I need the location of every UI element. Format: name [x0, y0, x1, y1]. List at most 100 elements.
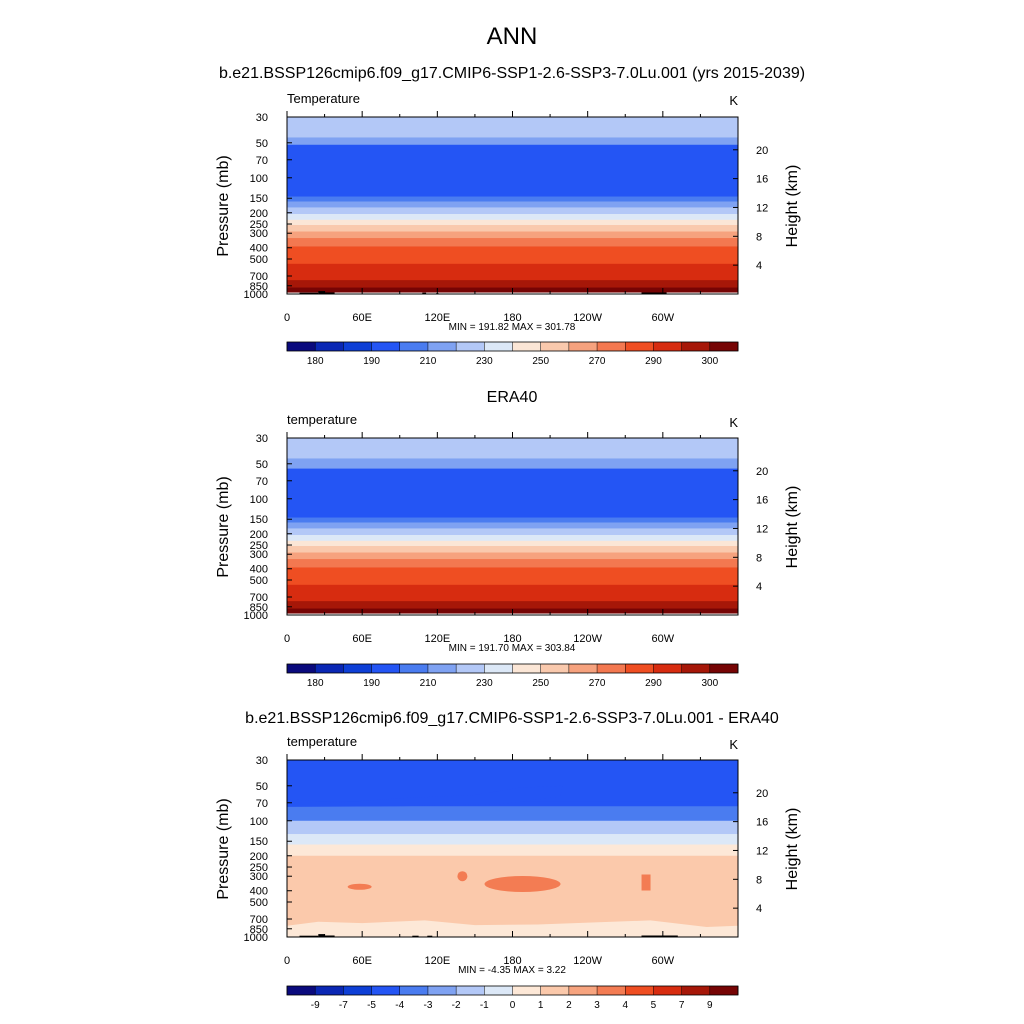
colorbar-swatch	[625, 664, 654, 673]
x-tick-label: 120W	[573, 633, 602, 645]
contour-band	[287, 806, 738, 822]
x-tick-label: 120E	[424, 312, 450, 324]
panel-left-label: temperature	[287, 734, 357, 749]
x-tick-label: 60E	[352, 955, 372, 967]
height-tick-label: 8	[756, 231, 762, 243]
plot-area	[287, 438, 738, 614]
colorbar-swatch	[681, 342, 711, 351]
height-tick-label: 16	[756, 495, 768, 507]
panel-model: 0 60E 120E 180 120W 60W3050701001502002503004…	[215, 91, 801, 367]
height-tick-label: 8	[756, 874, 762, 886]
stats-label: MIN = 191.70 MAX = 303.84	[449, 643, 576, 654]
contour-band	[287, 601, 738, 610]
height-tick-label: 16	[756, 817, 768, 829]
colorbar-swatch	[540, 986, 570, 995]
height-tick-label: 4	[756, 581, 762, 593]
colorbar-swatch	[287, 986, 316, 995]
colorbar-frame	[286, 663, 739, 674]
y-axis-right-label: Height (km)	[784, 486, 801, 569]
contour-band	[287, 593, 738, 602]
contour-band	[287, 191, 738, 198]
contour-band	[287, 137, 738, 146]
contour-band	[287, 207, 738, 215]
y-tick-label: 70	[256, 155, 268, 167]
x-tick-label: 0	[284, 312, 290, 324]
y-tick-label: 850	[250, 281, 268, 293]
y-tick-label: 30	[256, 112, 268, 124]
colorbar-label: -2	[452, 1000, 461, 1011]
colorbar-label: -1	[480, 1000, 489, 1011]
colorbar-swatch	[315, 342, 344, 351]
colorbar-swatch	[484, 986, 513, 995]
height-tick-label: 12	[756, 202, 768, 214]
contour-band	[287, 254, 738, 265]
contour-feature	[287, 785, 563, 807]
height-tick-label: 12	[756, 845, 768, 857]
colorbar-swatch	[709, 986, 739, 995]
y-tick-label: 50	[256, 138, 268, 150]
y-tick-label: 150	[250, 193, 268, 205]
colorbar-label: 9	[707, 1000, 713, 1011]
colorbar-swatch	[512, 664, 542, 673]
y-tick-label: 700	[250, 592, 268, 604]
colorbar-swatch	[371, 342, 401, 351]
topography-mask	[324, 935, 335, 937]
contour-band	[287, 246, 738, 256]
colorbar-swatch	[456, 342, 485, 351]
colorbar-label: 250	[532, 678, 549, 689]
colorbar-swatch	[625, 986, 654, 995]
y-tick-label: 300	[250, 871, 268, 883]
contour-feature	[347, 883, 372, 890]
panel-units-label: K	[729, 415, 738, 430]
contour-band	[287, 280, 738, 289]
colorbar-label: 250	[532, 356, 549, 367]
contour-band	[287, 546, 738, 554]
colorbar-swatch	[484, 342, 513, 351]
panel-difference: b.e21.BSSP126cmip6.f09_g17.CMIP6-SSP1-2.…	[215, 710, 801, 1011]
y-tick-label: 250	[250, 862, 268, 874]
height-tick-label: 4	[756, 260, 762, 272]
contour-band	[287, 458, 738, 470]
contour-feature	[287, 920, 738, 937]
x-tick-label: 120W	[573, 312, 602, 324]
height-tick-label: 20	[756, 466, 768, 478]
colorbar-swatch	[427, 342, 457, 351]
x-tick-label: 60E	[352, 312, 372, 324]
x-tick-label: 180	[503, 955, 521, 967]
y-tick-label: 70	[256, 798, 268, 810]
topography-mask	[299, 292, 319, 294]
colorbar-label: -7	[339, 1000, 348, 1011]
contour-band	[287, 844, 738, 857]
contour-band	[287, 201, 738, 209]
x-tick-label: 120W	[573, 955, 602, 967]
colorbar-swatch	[709, 664, 739, 673]
y-tick-label: 200	[250, 529, 268, 541]
colorbar-swatch	[343, 986, 372, 995]
colorbar-swatch	[371, 664, 401, 673]
y-tick-label: 250	[250, 540, 268, 552]
colorbar-label: 180	[307, 356, 324, 367]
contour-band	[287, 468, 738, 513]
colorbar-swatch	[315, 664, 344, 673]
colorbar-swatch	[399, 986, 429, 995]
plot-area	[287, 117, 738, 294]
y-tick-label: 300	[250, 549, 268, 561]
y-tick-label: 850	[250, 602, 268, 614]
colorbar-swatch	[681, 986, 711, 995]
contour-band	[287, 559, 738, 569]
colorbar-swatch	[512, 342, 542, 351]
figure-title: ANN	[487, 23, 538, 50]
x-tick-label: 60E	[352, 633, 372, 645]
panel-title: ERA40	[487, 389, 538, 406]
contour-band	[287, 535, 738, 542]
x-tick-label: 120E	[424, 955, 450, 967]
contour-band	[287, 540, 738, 547]
contour-band	[287, 801, 738, 807]
y-tick-label: 500	[250, 575, 268, 587]
y-axis-right-label: Height (km)	[784, 165, 801, 248]
y-tick-label: 1000	[244, 932, 268, 944]
y-tick-label: 500	[250, 254, 268, 266]
colorbar-label: 290	[645, 356, 662, 367]
y-tick-label: 850	[250, 924, 268, 936]
topography-mask	[641, 935, 678, 937]
